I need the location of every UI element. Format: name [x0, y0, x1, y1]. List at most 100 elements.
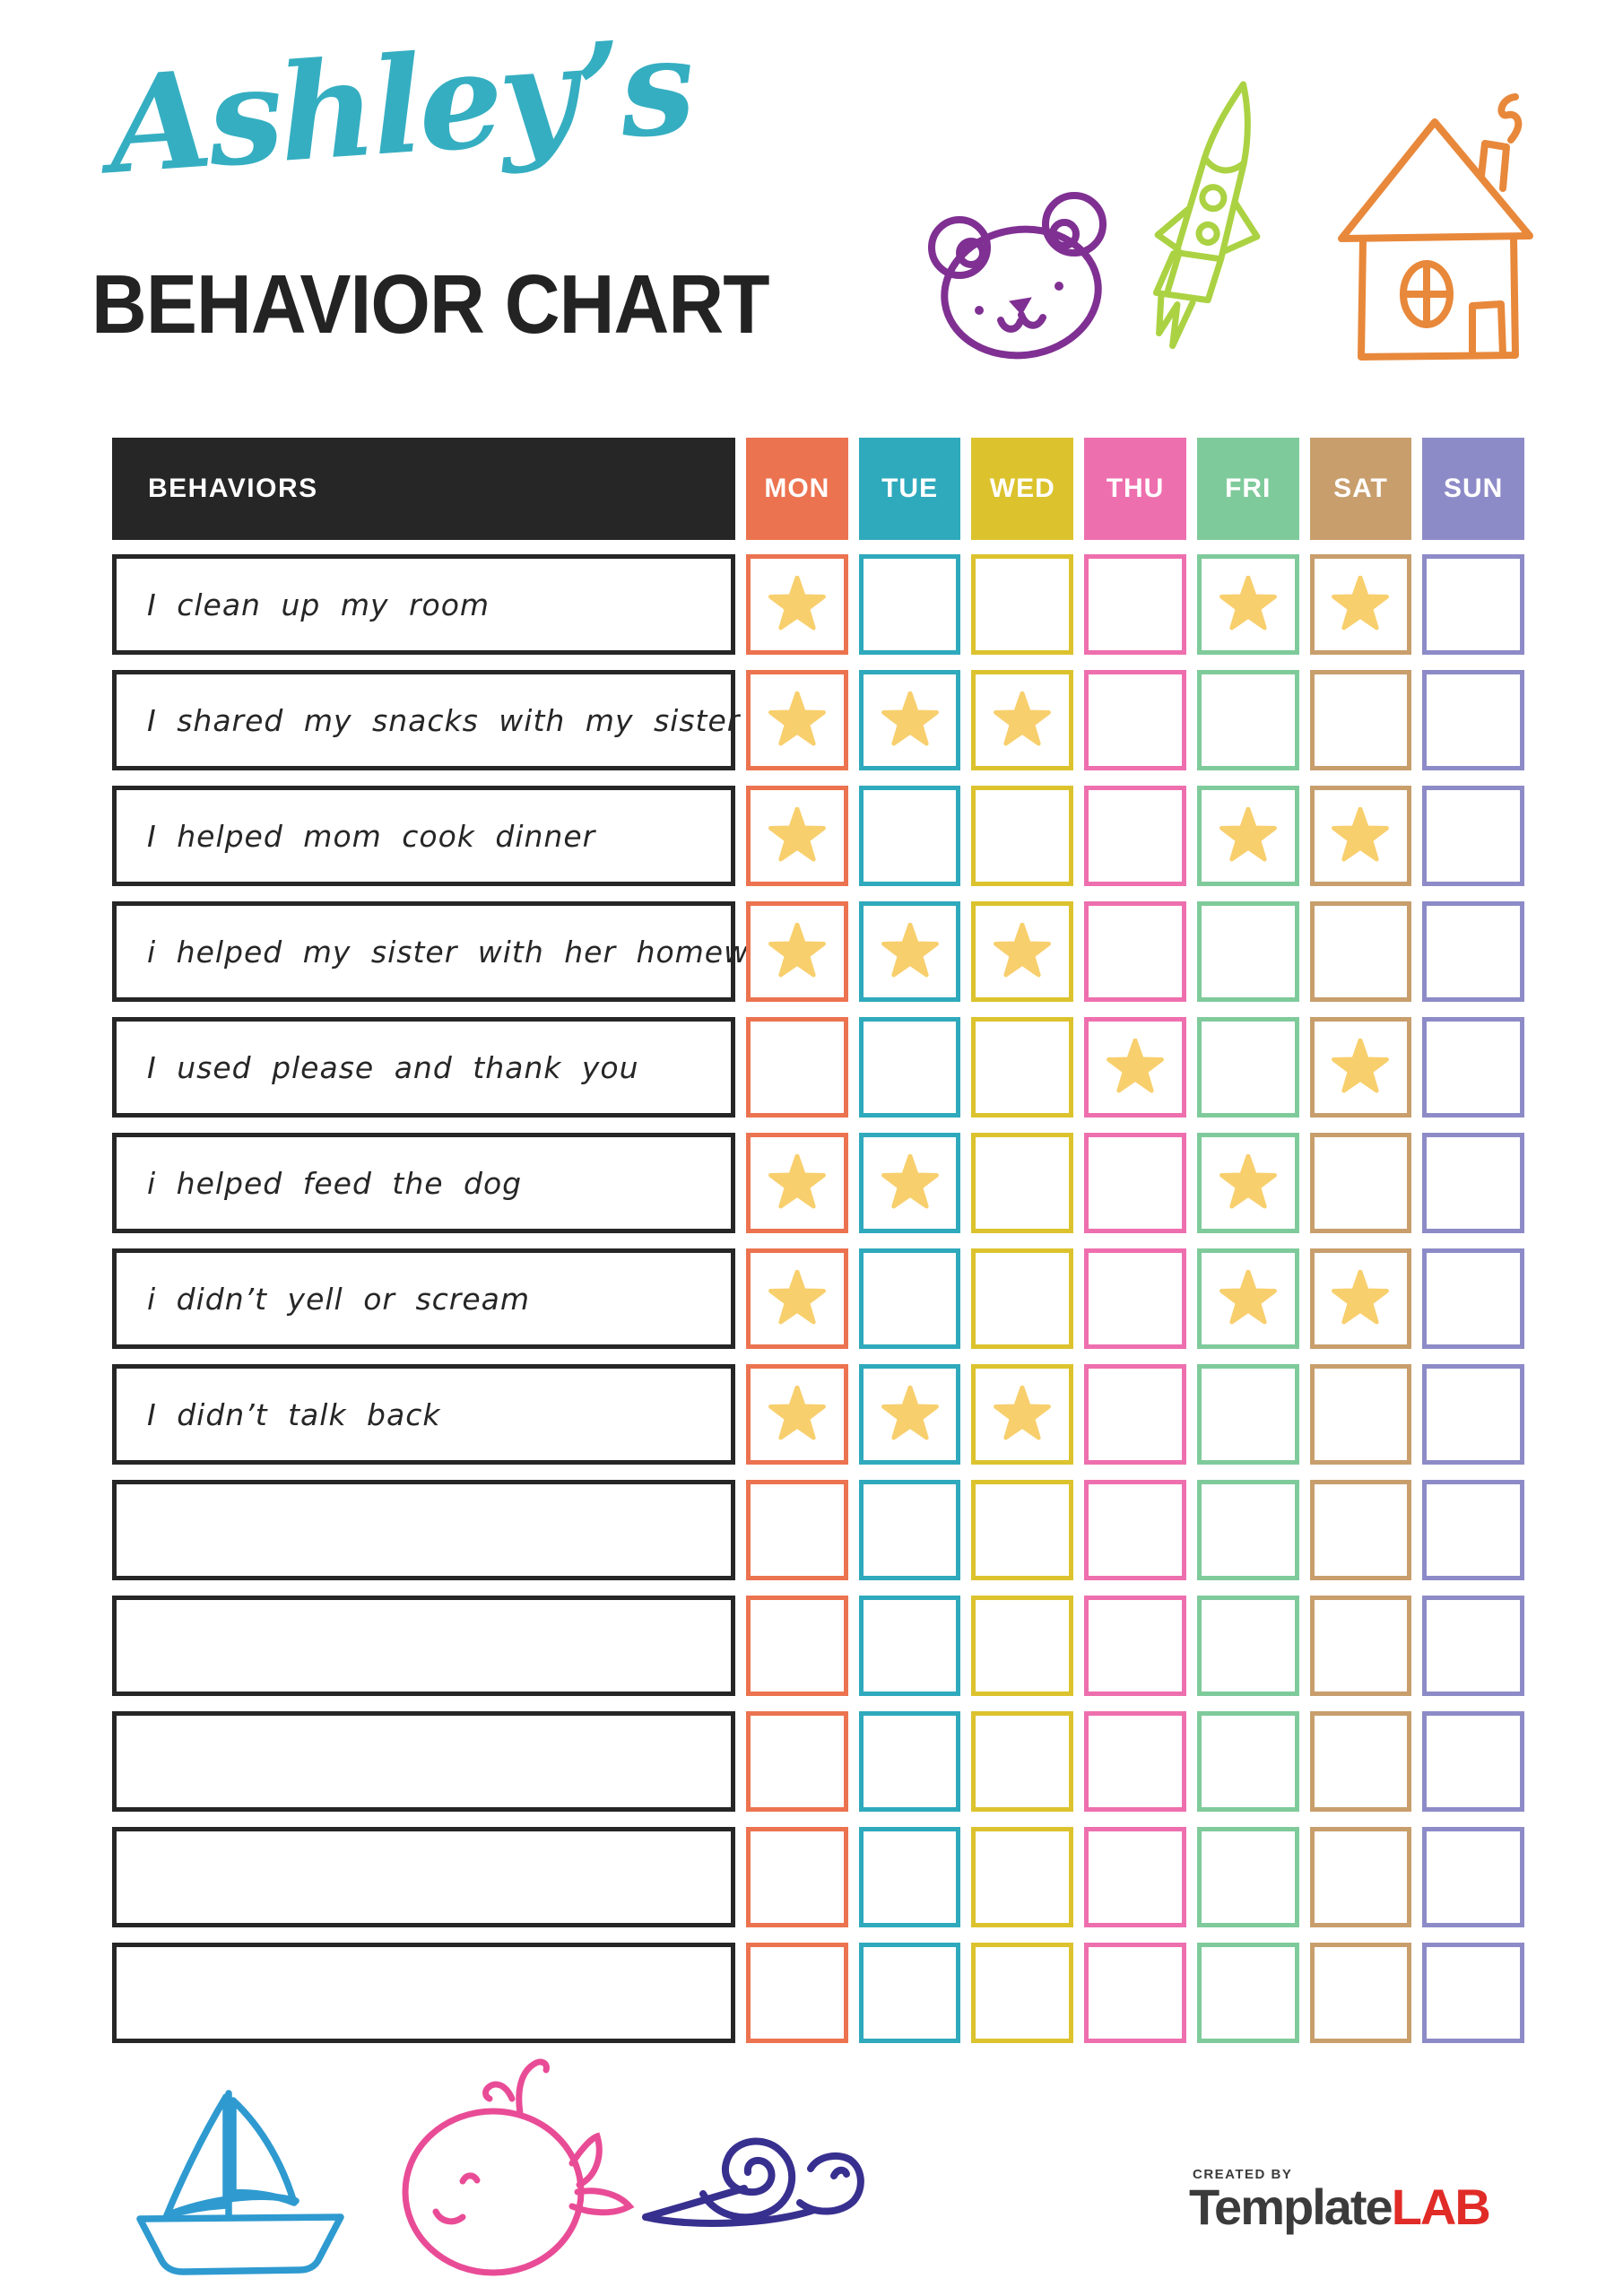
star-cell-mon[interactable] — [746, 670, 848, 770]
star-cell-sun[interactable] — [1422, 1711, 1525, 1812]
star-cell-fri[interactable] — [1196, 1017, 1299, 1118]
star-cell-thu[interactable] — [1084, 1711, 1186, 1812]
star-cell-fri[interactable] — [1196, 1248, 1299, 1349]
star-cell-mon[interactable] — [746, 1943, 848, 2043]
star-cell-wed[interactable] — [971, 554, 1074, 655]
star-cell-sun[interactable] — [1422, 1480, 1525, 1580]
star-cell-wed[interactable] — [971, 1827, 1074, 1927]
star-cell-fri[interactable] — [1196, 1133, 1299, 1233]
star-cell-mon[interactable] — [746, 1017, 848, 1118]
behavior-label-cell[interactable]: I shared my snacks with my sister — [112, 670, 739, 770]
star-cell-sun[interactable] — [1422, 1596, 1525, 1696]
star-cell-tue[interactable] — [858, 1017, 961, 1118]
star-cell-mon[interactable] — [746, 1596, 848, 1696]
behavior-label-cell[interactable]: I helped mom cook dinner — [112, 786, 735, 886]
star-cell-fri[interactable] — [1196, 901, 1299, 1002]
star-cell-sun[interactable] — [1422, 901, 1525, 1002]
star-cell-mon[interactable] — [746, 786, 848, 886]
star-cell-fri[interactable] — [1196, 1364, 1299, 1465]
star-cell-sat[interactable] — [1309, 554, 1412, 655]
star-cell-fri[interactable] — [1196, 1480, 1299, 1580]
behavior-label-cell[interactable]: I clean up my room — [112, 554, 735, 655]
star-cell-thu[interactable] — [1084, 786, 1186, 886]
star-cell-tue[interactable] — [858, 1248, 961, 1349]
star-cell-tue[interactable] — [858, 1133, 961, 1233]
star-cell-wed[interactable] — [971, 1133, 1074, 1233]
star-cell-fri[interactable] — [1196, 786, 1299, 886]
behavior-label-cell[interactable]: I used please and thank you — [112, 1017, 735, 1118]
star-cell-wed[interactable] — [971, 1364, 1074, 1465]
star-cell-sun[interactable] — [1422, 786, 1525, 886]
star-cell-wed[interactable] — [971, 1711, 1074, 1812]
star-cell-thu[interactable] — [1084, 1480, 1186, 1580]
behavior-label-cell[interactable]: i helped my sister with her homework — [112, 901, 798, 1002]
behavior-label-cell[interactable] — [112, 1596, 735, 1696]
star-cell-sun[interactable] — [1422, 1827, 1525, 1927]
star-cell-mon[interactable] — [746, 901, 848, 1002]
star-cell-mon[interactable] — [746, 1480, 848, 1580]
star-cell-wed[interactable] — [971, 1017, 1074, 1118]
star-cell-tue[interactable] — [858, 1827, 961, 1927]
star-cell-sat[interactable] — [1309, 901, 1412, 1002]
star-cell-thu[interactable] — [1084, 1596, 1186, 1696]
star-cell-tue[interactable] — [858, 1364, 961, 1465]
star-cell-sat[interactable] — [1309, 1943, 1412, 2043]
star-cell-sat[interactable] — [1309, 1480, 1412, 1580]
star-cell-thu[interactable] — [1084, 670, 1186, 770]
star-cell-tue[interactable] — [858, 1480, 961, 1580]
star-cell-sat[interactable] — [1309, 1596, 1412, 1696]
star-cell-thu[interactable] — [1084, 1017, 1186, 1118]
star-cell-sun[interactable] — [1422, 1943, 1525, 2043]
star-cell-mon[interactable] — [746, 1364, 848, 1465]
star-cell-wed[interactable] — [971, 670, 1074, 770]
star-cell-tue[interactable] — [858, 1943, 961, 2043]
star-cell-sun[interactable] — [1422, 1017, 1525, 1118]
star-cell-wed[interactable] — [971, 1248, 1074, 1349]
star-cell-tue[interactable] — [858, 901, 961, 1002]
star-cell-sat[interactable] — [1309, 786, 1412, 886]
star-cell-tue[interactable] — [858, 554, 961, 655]
star-cell-mon[interactable] — [746, 1248, 848, 1349]
star-cell-fri[interactable] — [1196, 554, 1299, 655]
star-cell-wed[interactable] — [971, 1596, 1074, 1696]
star-cell-wed[interactable] — [971, 1943, 1074, 2043]
star-cell-sun[interactable] — [1422, 670, 1525, 770]
star-cell-sat[interactable] — [1309, 1711, 1412, 1812]
behavior-label-cell[interactable] — [112, 1480, 735, 1580]
star-cell-sun[interactable] — [1422, 1364, 1525, 1465]
star-cell-sun[interactable] — [1422, 554, 1525, 655]
star-cell-thu[interactable] — [1084, 1364, 1186, 1465]
behavior-label-cell[interactable] — [112, 1943, 735, 2043]
star-cell-mon[interactable] — [746, 1711, 848, 1812]
star-cell-fri[interactable] — [1196, 1596, 1299, 1696]
star-cell-sat[interactable] — [1309, 1133, 1412, 1233]
star-cell-sun[interactable] — [1422, 1133, 1525, 1233]
star-cell-sat[interactable] — [1309, 1827, 1412, 1927]
star-cell-thu[interactable] — [1084, 1248, 1186, 1349]
star-cell-thu[interactable] — [1084, 901, 1186, 1002]
star-cell-thu[interactable] — [1084, 1827, 1186, 1927]
star-cell-wed[interactable] — [971, 786, 1074, 886]
star-cell-fri[interactable] — [1196, 670, 1299, 770]
star-cell-mon[interactable] — [746, 1133, 848, 1233]
star-cell-tue[interactable] — [858, 1711, 961, 1812]
behavior-label-cell[interactable] — [112, 1711, 735, 1812]
star-cell-sat[interactable] — [1309, 1017, 1412, 1118]
behavior-label-cell[interactable]: i helped feed the dog — [112, 1133, 735, 1233]
star-cell-sat[interactable] — [1309, 1364, 1412, 1465]
star-cell-fri[interactable] — [1196, 1943, 1299, 2043]
star-cell-sun[interactable] — [1422, 1248, 1525, 1349]
star-cell-tue[interactable] — [858, 670, 961, 770]
star-cell-sat[interactable] — [1309, 670, 1412, 770]
star-cell-mon[interactable] — [746, 1827, 848, 1927]
star-cell-thu[interactable] — [1084, 554, 1186, 655]
star-cell-tue[interactable] — [858, 1596, 961, 1696]
star-cell-tue[interactable] — [858, 786, 961, 886]
star-cell-fri[interactable] — [1196, 1827, 1299, 1927]
star-cell-thu[interactable] — [1084, 1133, 1186, 1233]
behavior-label-cell[interactable] — [112, 1827, 735, 1927]
behavior-label-cell[interactable]: i didn’t yell or scream — [112, 1248, 735, 1349]
star-cell-fri[interactable] — [1196, 1711, 1299, 1812]
star-cell-sat[interactable] — [1309, 1248, 1412, 1349]
star-cell-wed[interactable] — [971, 901, 1074, 1002]
